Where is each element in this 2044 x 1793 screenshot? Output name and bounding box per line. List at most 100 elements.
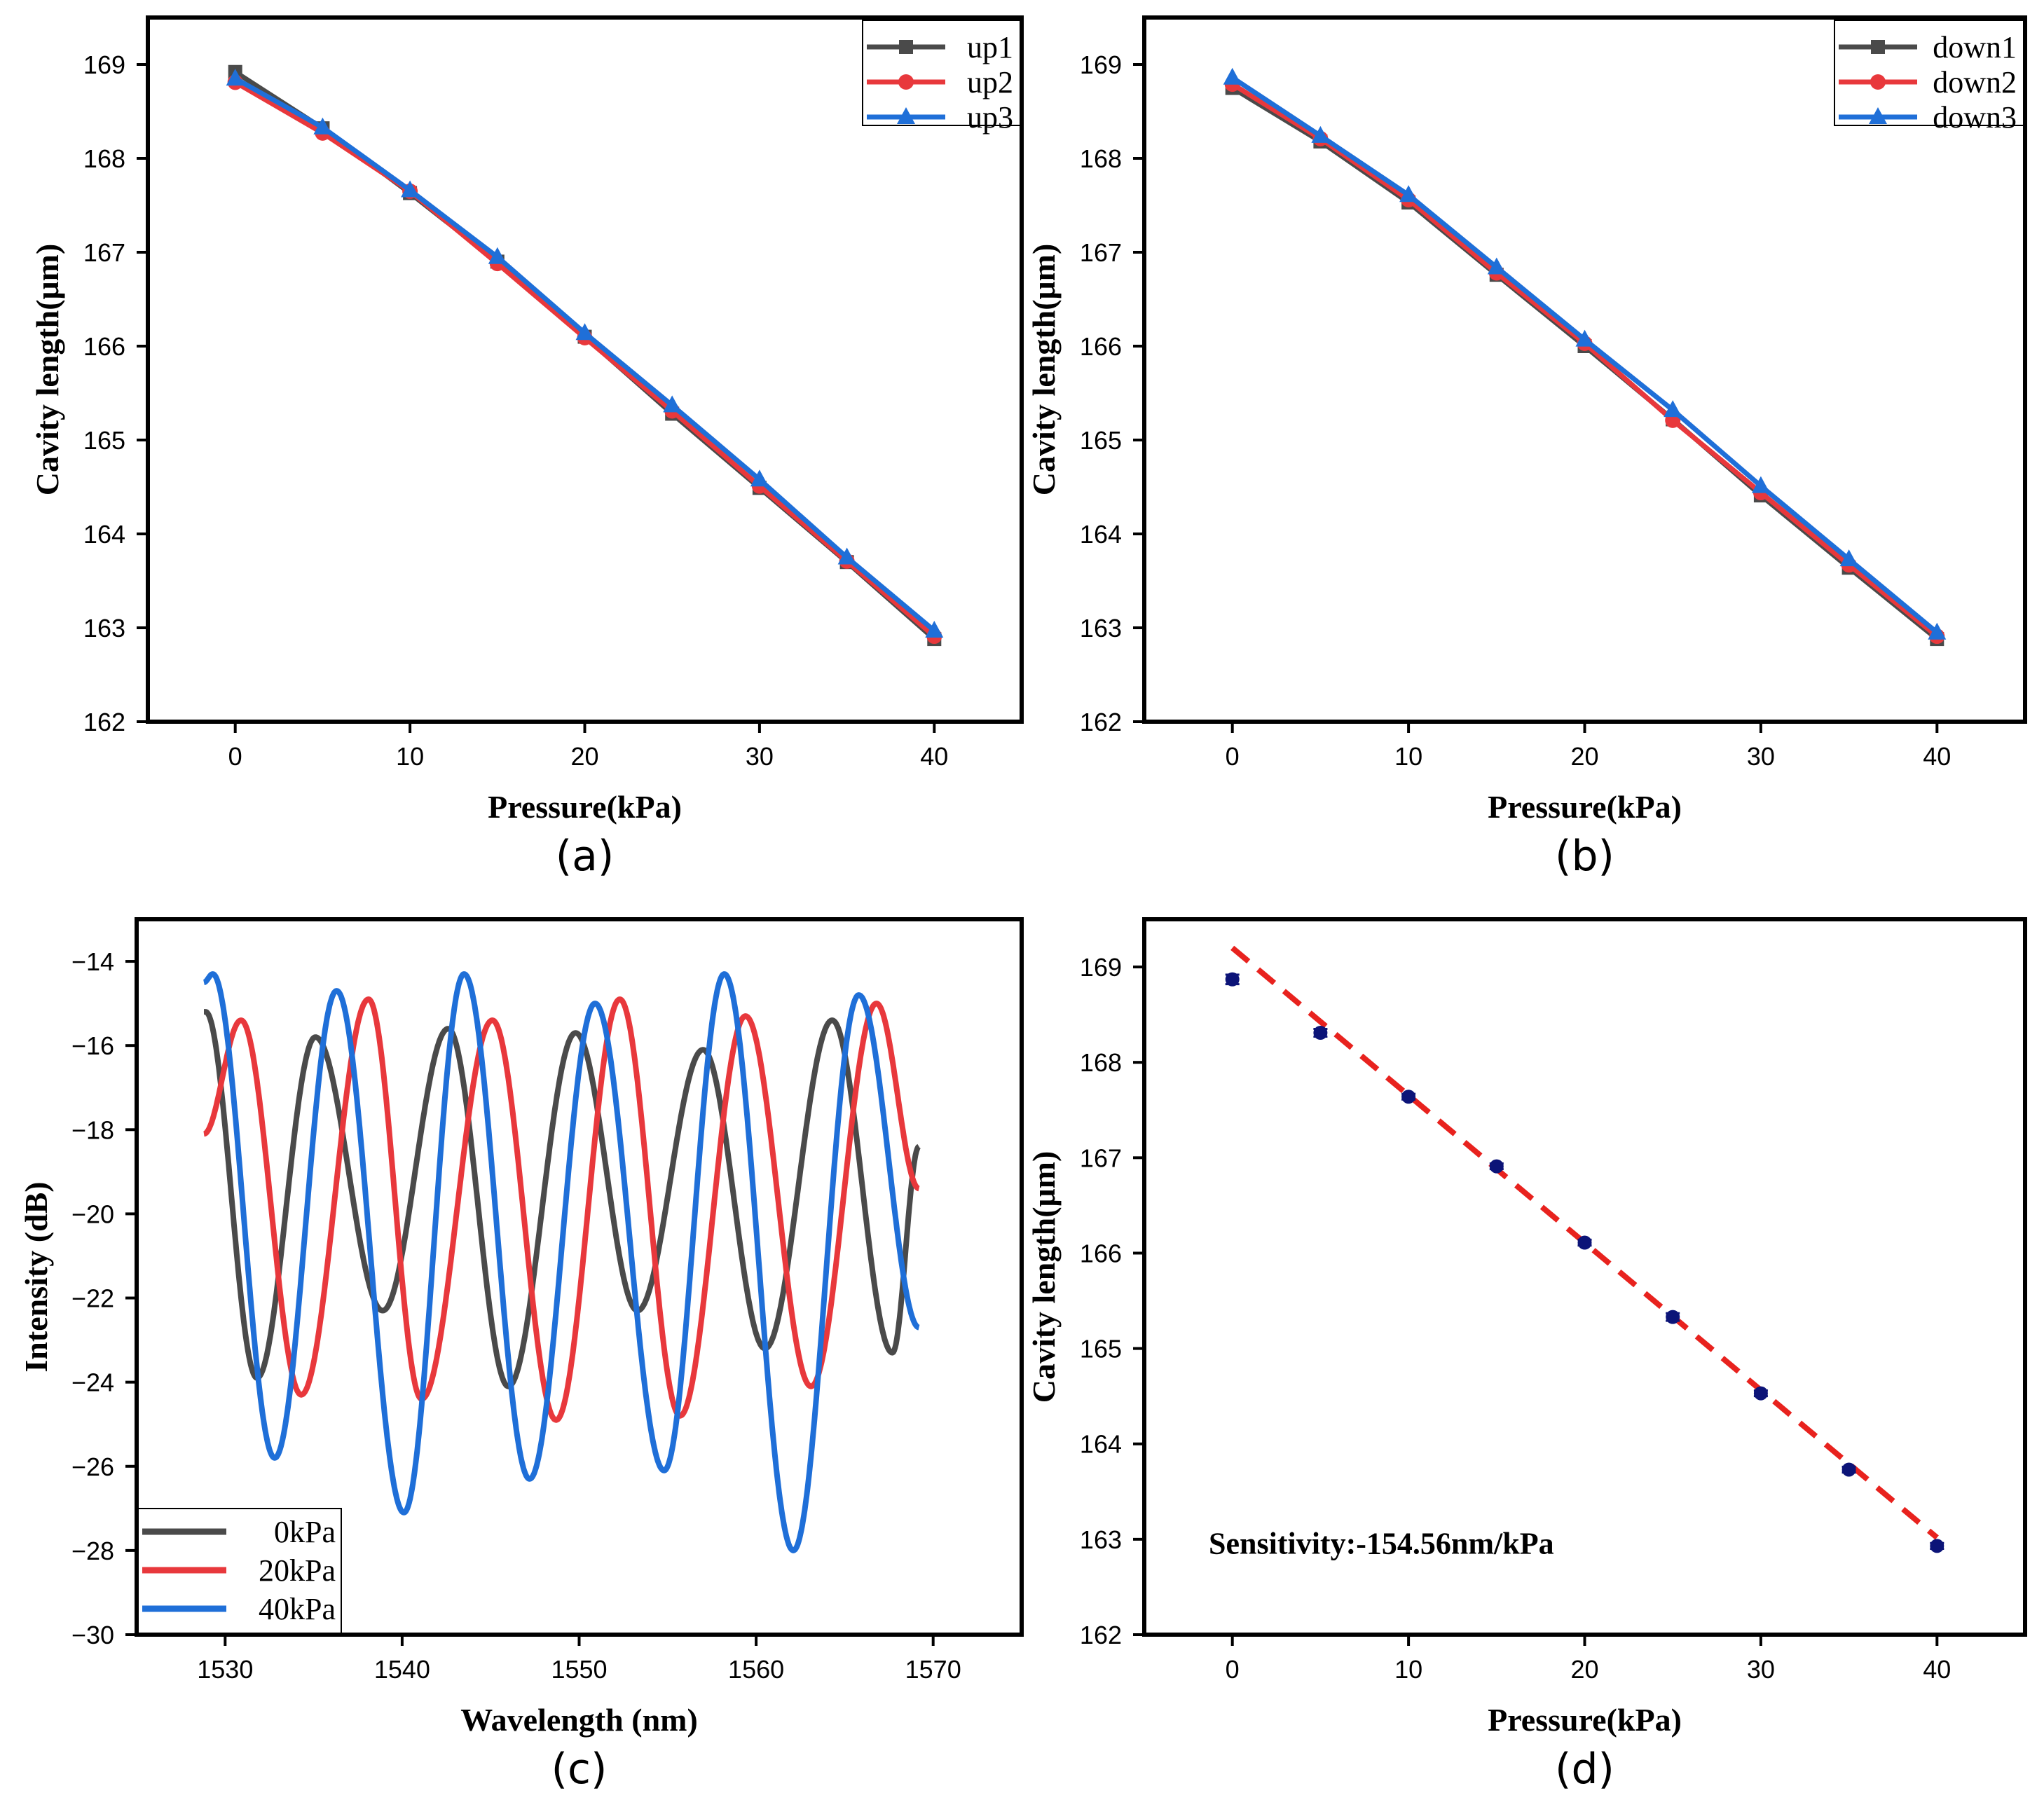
legend-marker (898, 74, 914, 90)
legend-label: up1 (967, 30, 1013, 64)
legend-marker (1871, 40, 1885, 54)
y-tick-label: −24 (71, 1368, 114, 1397)
data-point (1928, 622, 1947, 640)
data-point (1575, 329, 1594, 347)
x-tick-label: 40 (1923, 1655, 1951, 1684)
legend-box (862, 20, 1021, 126)
y-tick-label: 166 (1080, 332, 1122, 361)
x-tick-label: 20 (570, 742, 598, 771)
data-point (1664, 400, 1682, 418)
y-tick-label: −26 (71, 1452, 114, 1481)
x-tick-label: 30 (1747, 742, 1775, 771)
y-tick-label: −14 (71, 947, 114, 976)
y-axis-label: Cavity length(μm) (1026, 244, 1062, 496)
x-tick-label: 30 (1747, 1655, 1775, 1684)
y-tick-label: 167 (83, 238, 125, 267)
y-tick-label: −22 (71, 1284, 114, 1313)
legend-label: down3 (1933, 100, 2017, 135)
chart-d: 0 10 20 30 40 162 163 164 165 166 167 168 169 Pressur… (1026, 917, 2027, 1793)
legend-label: 0kPa (274, 1515, 336, 1549)
y-tick-label: 167 (1080, 1143, 1122, 1172)
y-tick-label: 165 (1080, 426, 1122, 455)
data-point (1666, 1310, 1680, 1324)
x-tick-label: 1540 (374, 1655, 430, 1684)
legend-label: 20kPa (259, 1553, 336, 1588)
data-point (1401, 1090, 1416, 1104)
fit-and-points (1225, 945, 1944, 1553)
x-axis-label: Wavelength (nm) (460, 1702, 698, 1738)
x-axis-label: Pressure(kPa) (1488, 1702, 1682, 1738)
data-point (1399, 185, 1418, 202)
x-axis-label: Pressure(kPa) (1488, 789, 1682, 825)
y-tick-label: 165 (83, 426, 125, 455)
x-tick-label: 0 (1226, 1655, 1240, 1684)
data-point (663, 395, 682, 413)
data-point (837, 547, 856, 565)
y-tick-label: 162 (1080, 708, 1122, 736)
x-axis-label: Pressure(kPa) (488, 789, 682, 825)
series-down1 (1225, 81, 1944, 647)
linear-fit-line (1230, 945, 1939, 1540)
y-tick-label: −30 (71, 1621, 114, 1649)
y-tick-label: 167 (1080, 238, 1122, 267)
series-up1 (228, 64, 942, 647)
data-point (575, 323, 594, 341)
legend-marker (899, 40, 913, 54)
series-line-up2 (233, 80, 936, 638)
chart-a: 0 10 20 30 40 162 163 164 165 166 167 168 169 Pressur… (29, 15, 1024, 881)
y-tick-label: 164 (1080, 520, 1122, 549)
data-point (1839, 549, 1858, 567)
data-point (313, 117, 332, 135)
y-tick-label: 169 (1080, 953, 1122, 982)
data-point (1223, 67, 1242, 85)
y-axis-label: Cavity length(μm) (29, 244, 65, 496)
legend-label: up3 (967, 100, 1013, 135)
y-tick-label: 166 (83, 332, 125, 361)
y-tick-label: −28 (71, 1537, 114, 1565)
data-point (1225, 972, 1240, 987)
data-point (488, 247, 507, 264)
legend-label: up2 (967, 65, 1013, 99)
x-tick-label: 40 (920, 742, 948, 771)
y-tick-label: −18 (71, 1115, 114, 1144)
series-up2 (227, 74, 942, 645)
y-tick-label: 164 (1080, 1430, 1122, 1459)
data-point (401, 180, 420, 198)
y-tick-label: 166 (1080, 1239, 1122, 1268)
x-tick-label: 30 (746, 742, 774, 771)
panel-label: (a) (556, 832, 615, 881)
spectrum-20kPa (202, 996, 921, 1423)
legend-marker (897, 107, 915, 124)
data-point (1930, 1539, 1944, 1553)
data-point (1577, 1235, 1592, 1250)
spectrum-0kPa (202, 1009, 921, 1389)
x-tick-label: 10 (396, 742, 424, 771)
data-point (1753, 1386, 1768, 1401)
x-tick-label: 1570 (905, 1655, 961, 1684)
y-tick-label: 168 (83, 144, 125, 173)
y-axis-label: Intensity (dB) (18, 1181, 54, 1372)
data-point (1487, 257, 1506, 275)
y-tick-label: 168 (1080, 1048, 1122, 1077)
y-tick-label: 164 (83, 520, 125, 549)
y-tick-label: 162 (1080, 1621, 1122, 1649)
data-point (925, 621, 944, 638)
data-point (1311, 125, 1330, 143)
series-down3 (1223, 67, 1947, 640)
x-tick-label: 0 (1226, 742, 1240, 771)
y-tick-label: −16 (71, 1031, 114, 1060)
y-tick-label: 169 (1080, 50, 1122, 79)
legend: 0kPa 20kPa 40kPa (137, 1508, 342, 1634)
y-tick-label: 163 (1080, 1525, 1122, 1554)
chart-c: 1530 1540 1550 1560 1570 −30 −28 −26 −24 −22 −20 −1… (18, 917, 1024, 1793)
legend-marker (1870, 74, 1886, 90)
panel-label: (b) (1555, 832, 1614, 881)
y-tick-label: 163 (83, 614, 125, 643)
x-tick-label: 40 (1923, 742, 1951, 771)
y-tick-label: 162 (83, 708, 125, 736)
x-tick-label: 1530 (197, 1655, 253, 1684)
y-tick-label: 163 (1080, 614, 1122, 643)
y-tick-label: 165 (1080, 1335, 1122, 1363)
